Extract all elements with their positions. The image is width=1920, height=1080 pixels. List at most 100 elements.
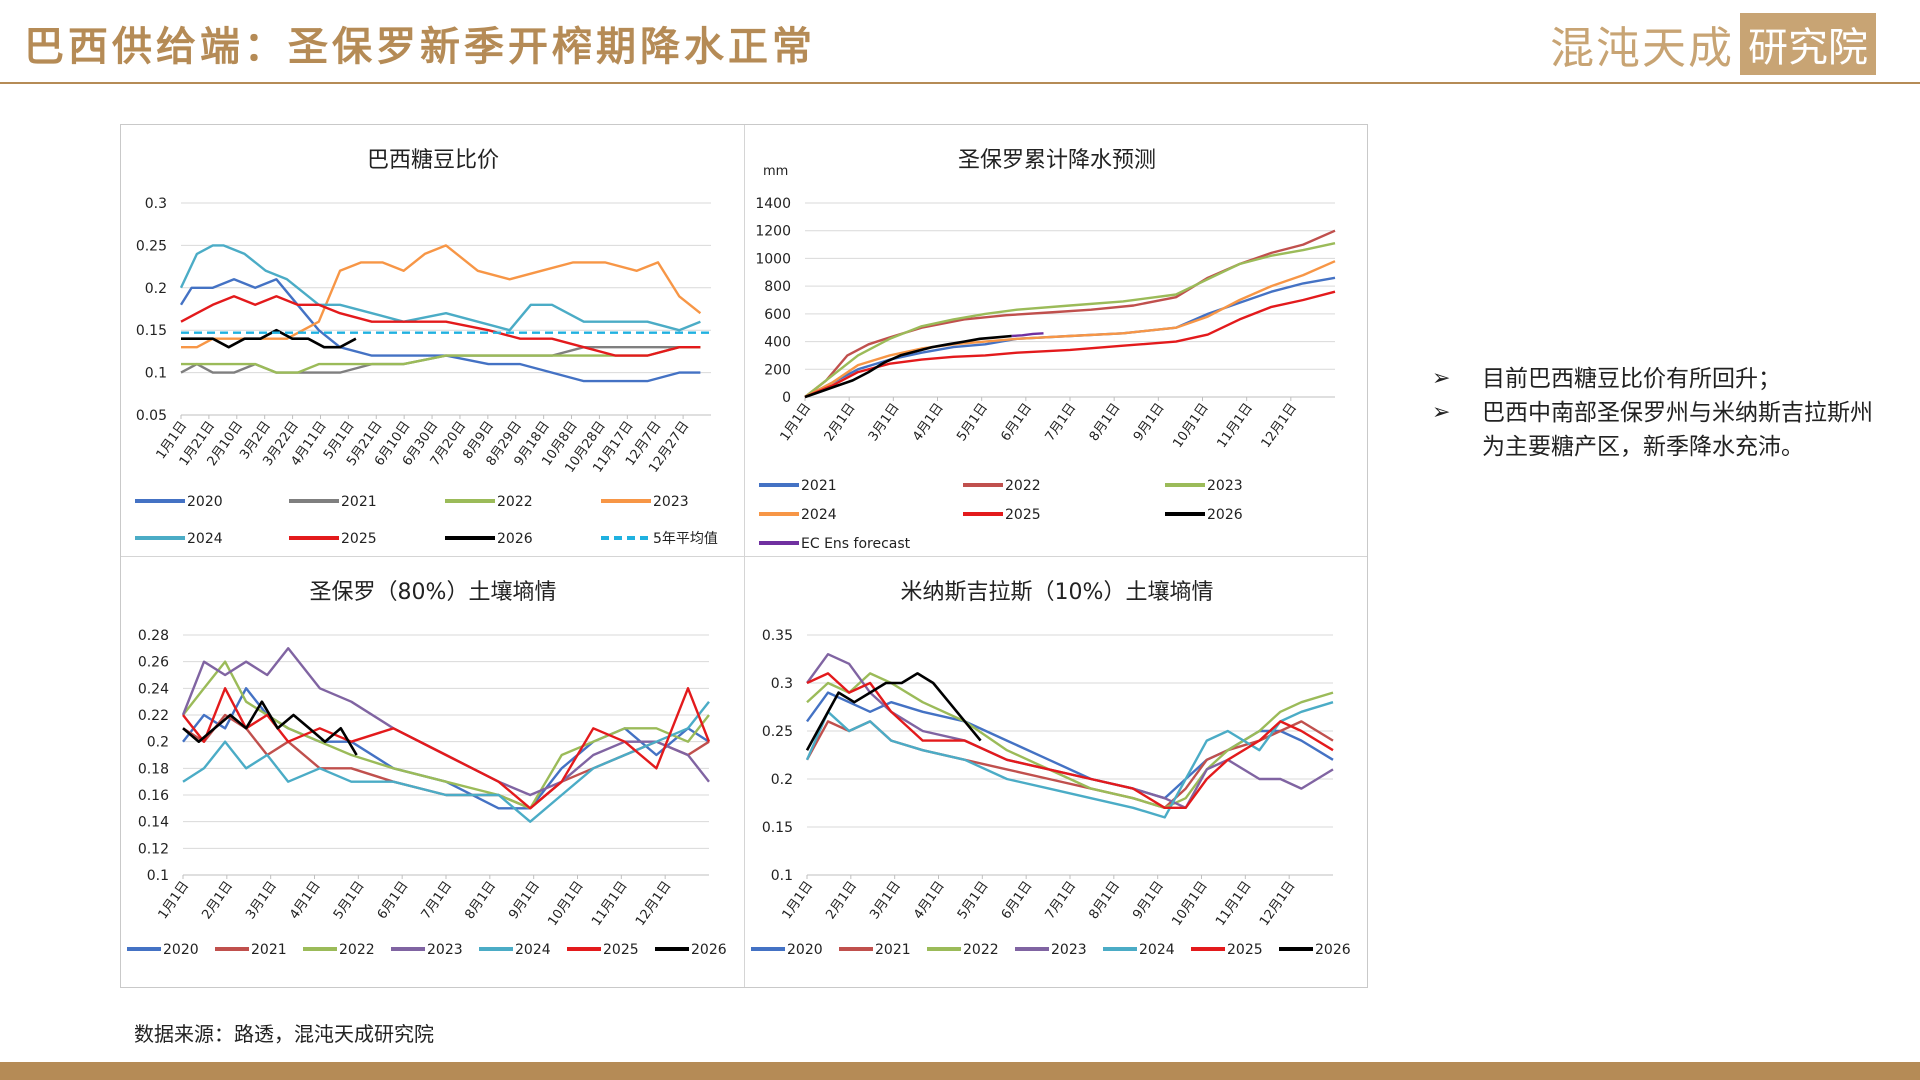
bullet-item: ➢ 目前巴西糖豆比价有所回升； [1430, 362, 1880, 396]
legend-label: 2026 [497, 531, 533, 547]
x-tick-label: 11月1日 [1213, 879, 1254, 929]
y-tick-label: 0.3 [145, 196, 167, 212]
legend-label: 2025 [603, 942, 639, 958]
x-tick-label: 3月1日 [867, 879, 904, 922]
y-tick-label: 0 [782, 390, 791, 406]
x-tick-label: 6月1日 [999, 879, 1036, 922]
series-line-2022 [181, 345, 701, 374]
chart-title: 圣保罗累计降水预测 [958, 148, 1156, 173]
x-tick-label: 5月1日 [331, 879, 368, 922]
legend-label: 2025 [1005, 507, 1041, 523]
bullet-text: 目前巴西糖豆比价有所回升； [1482, 366, 1781, 392]
y-unit-label: mm [763, 164, 788, 179]
arrow-bullet-icon: ➢ [1432, 366, 1451, 391]
series-line-2026 [804, 334, 1012, 399]
legend-label: 2021 [801, 478, 837, 494]
chart-title: 巴西糖豆比价 [367, 148, 499, 173]
x-tick-label: 12月1日 [1259, 401, 1300, 451]
x-tick-label: 1月1日 [156, 879, 193, 922]
y-tick-label: 200 [764, 362, 791, 378]
x-tick-label: 10月1日 [545, 879, 586, 929]
legend-label: 2025 [341, 531, 377, 547]
legend-label: 2022 [497, 494, 533, 510]
x-tick-label: 10月1日 [1170, 401, 1211, 451]
y-tick-label: 600 [764, 307, 791, 323]
y-tick-label: 0.18 [138, 761, 169, 777]
series-line-2025 [804, 290, 1336, 399]
y-tick-label: 800 [764, 279, 791, 295]
bullet-list: ➢ 目前巴西糖豆比价有所回升； ➢ 巴西中南部圣保罗州与米纳斯吉拉斯州为主要糖产… [1430, 362, 1880, 464]
bullet-item: ➢ 巴西中南部圣保罗州与米纳斯吉拉斯州为主要糖产区，新季降水充沛。 [1430, 396, 1880, 464]
y-tick-label: 0.14 [138, 815, 169, 831]
y-tick-label: 0.05 [136, 408, 167, 424]
legend-label: 2024 [801, 507, 837, 523]
series-line-2025 [180, 295, 701, 357]
footer-bar [0, 1062, 1920, 1080]
series-line-2022 [182, 660, 710, 810]
x-tick-label: 12月1日 [633, 879, 674, 929]
y-tick-label: 1000 [755, 251, 791, 267]
series-line-2024 [804, 260, 1336, 399]
x-tick-label: 1月1日 [780, 879, 817, 922]
y-tick-label: 0.15 [762, 820, 793, 836]
series-line-EC Ens forecast [1011, 332, 1044, 338]
y-tick-label: 0.24 [138, 681, 169, 697]
chart-panel-ratio: 巴西糖豆比价 0.3 0.25 0.2 0.15 0.1 0.05 1月1日 1月21日 2月10… [121, 125, 745, 557]
logo-box-text: 研究院 [1740, 13, 1876, 75]
y-tick-label: 0.22 [138, 708, 169, 724]
y-tick-label: 0.25 [136, 238, 167, 254]
y-tick-label: 1400 [755, 196, 791, 212]
series-line-2023 [181, 647, 710, 797]
legend-label: 2026 [1207, 507, 1243, 523]
chart-svg-soil_sp: 圣保罗（80%）土壤墒情 0.28 0.26 0.24 0.22 0.2 0.18 0.16 0… [127, 580, 727, 958]
data-source-note: 数据来源：路透，混沌天成研究院 [134, 1022, 434, 1046]
legend-label: 2023 [1207, 478, 1243, 494]
series-line-2026 [805, 672, 982, 751]
chart-svg-rain: 圣保罗累计降水预测 mm 1400 1200 1000 800 600 400 200 01月1日… [755, 148, 1336, 552]
series-line-2021 [804, 276, 1336, 399]
legend-label: 2022 [1005, 478, 1041, 494]
legend-label: EC Ens forecast [801, 536, 911, 552]
series-line-2026 [182, 700, 358, 756]
y-tick-label: 0.28 [138, 628, 169, 644]
x-tick-label: 3月1日 [866, 401, 903, 444]
page-title: 巴西供给端：圣保罗新季开榨期降水正常 [24, 23, 816, 70]
y-tick-label: 0.2 [145, 281, 167, 297]
x-tick-label: 4月1日 [911, 879, 948, 922]
y-tick-label: 0.2 [771, 772, 793, 788]
series-line-2021 [180, 345, 701, 374]
legend-label: 2023 [427, 942, 463, 958]
logo-main-text: 混沌天成 [1550, 23, 1734, 74]
legend-label: 2021 [341, 494, 377, 510]
series-line-2025 [806, 672, 1334, 810]
chart-title: 圣保罗（80%）土壤墒情 [310, 580, 557, 605]
x-tick-label: 12月1日 [1257, 879, 1298, 929]
x-tick-label: 6月1日 [375, 879, 412, 922]
x-tick-label: 9月1日 [1130, 879, 1167, 922]
chart-svg-soil_mg: 米纳斯吉拉斯（10%）土壤墒情 0.35 0.3 0.25 0.2 0.15 0.11月1日… [751, 580, 1351, 958]
brand-logo: 混沌天成 研究院 [1550, 13, 1876, 75]
legend-label: 2020 [187, 494, 223, 510]
x-tick-label: 8月1日 [462, 879, 499, 922]
x-tick-label: 7月1日 [419, 879, 456, 922]
header-divider [0, 82, 1920, 84]
x-tick-label: 1月1日 [778, 401, 815, 444]
x-tick-label: 5月1日 [954, 401, 991, 444]
x-tick-label: 10月1日 [1169, 879, 1210, 929]
legend-label: 2024 [187, 531, 223, 547]
series-line-2022 [806, 672, 1334, 810]
y-tick-label: 0.16 [138, 788, 169, 804]
legend-label: 2025 [1227, 942, 1263, 958]
chart-svg-ratio: 巴西糖豆比价0.30.250.20.150.10.051月1日1月21日2月10… [135, 148, 718, 547]
x-tick-label: 3月1日 [243, 879, 280, 922]
x-tick-label: 6月1日 [998, 401, 1035, 444]
legend-label: 2021 [875, 942, 911, 958]
arrow-bullet-icon: ➢ [1432, 400, 1451, 425]
bullet-text: 巴西中南部圣保罗州与米纳斯吉拉斯州为主要糖产区，新季降水充沛。 [1482, 400, 1873, 460]
x-tick-label: 11月1日 [1215, 401, 1256, 451]
y-tick-label: 0.26 [138, 655, 169, 671]
x-tick-label: 8月1日 [1086, 879, 1123, 922]
chart-panel-soil-sp: 圣保罗（80%）土壤墒情 0.28 0.26 0.24 0.22 0.2 0.18 0.16 0… [121, 557, 745, 989]
y-tick-label: 0.3 [771, 676, 793, 692]
series-line-2023 [181, 244, 702, 349]
